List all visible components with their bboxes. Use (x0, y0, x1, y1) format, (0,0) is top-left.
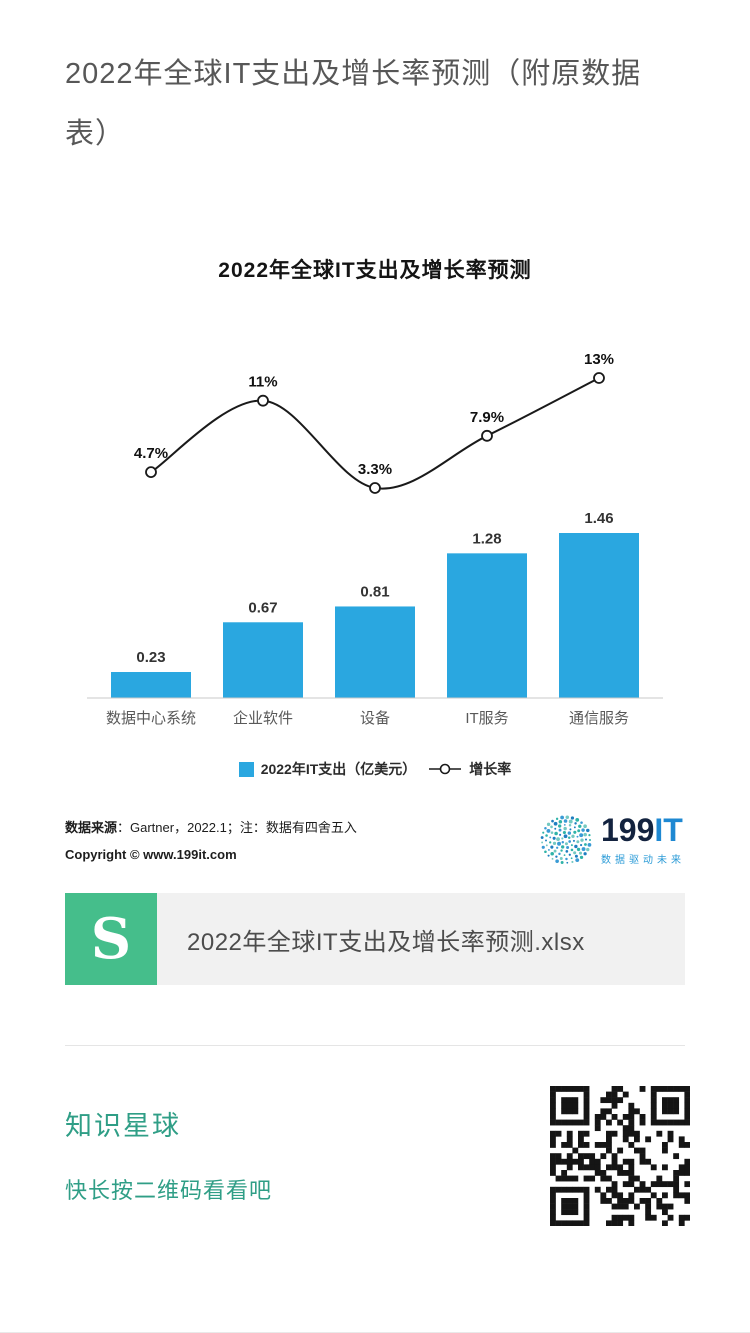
brand-name: 知识星球 (65, 1111, 181, 1142)
legend-label-spending: 2022年IT支出（亿美元） (260, 761, 417, 778)
chart-card: 2022年全球IT支出及增长率预测 0.23 0.67 0.81 1.28 1.46 数据… (65, 254, 685, 867)
line-legend-marker-icon (429, 763, 462, 775)
svg-text:4.7%: 4.7% (134, 445, 168, 462)
199it-logo: 199IT 数据驱动未来 (539, 813, 685, 867)
logo-it-text: IT (654, 812, 683, 849)
dotted-globe-icon (540, 815, 592, 865)
article-title: 2022年全球IT支出及增长率预测（附原数据表） (65, 58, 642, 150)
source-detail: ：Gartner，2022.1；注：数据有四舍五入 (117, 819, 357, 835)
svg-text:企业软件: 企业软件 (233, 709, 293, 727)
logo-199-text: 199 (601, 812, 655, 849)
svg-text:数据中心系统: 数据中心系统 (106, 710, 196, 727)
qr-prompt: 快长按二维码看看吧 (65, 1178, 273, 1204)
svg-text:11%: 11% (248, 374, 277, 391)
logo-texts: 199IT 数据驱动未来 (601, 814, 685, 866)
svg-text:0.23: 0.23 (136, 649, 165, 666)
svg-text:3.3%: 3.3% (358, 461, 392, 478)
source-label: 数据来源 (65, 819, 118, 835)
svg-text:0.81: 0.81 (360, 584, 389, 601)
divider (65, 1045, 685, 1047)
logo-wordmark: 199IT (601, 814, 683, 846)
svg-text:通信服务: 通信服务 (569, 710, 629, 727)
chart-legend: 2022年IT支出（亿美元） 增长率 (65, 759, 685, 779)
copyright-line: Copyright © www.199it.com (65, 846, 237, 862)
logo-tagline: 数据驱动未来 (601, 855, 685, 867)
qr-code[interactable] (550, 1086, 690, 1227)
svg-text:设备: 设备 (360, 710, 390, 727)
bar-legend-swatch-icon (238, 761, 254, 777)
legend-item-spending: 2022年IT支出（亿美元） (238, 759, 417, 779)
legend-item-growth: 增长率 (428, 759, 511, 779)
svg-text:1.28: 1.28 (472, 531, 501, 548)
attachment-filename: 2022年全球IT支出及增长率预测.xlsx (187, 928, 585, 956)
svg-text:1.46: 1.46 (584, 510, 613, 527)
attachment-card[interactable]: S 2022年全球IT支出及增长率预测.xlsx (65, 893, 685, 986)
spreadsheet-icon: S (65, 893, 157, 986)
chart-title: 2022年全球IT支出及增长率预测 (218, 259, 532, 283)
data-source-line: 数据来源：Gartner，2022.1；注：数据有四舍五入 (65, 816, 357, 841)
chart-footer: 数据来源：Gartner，2022.1；注：数据有四舍五入 Copyright … (65, 813, 685, 867)
spreadsheet-icon-letter: S (90, 906, 132, 973)
legend-label-growth: 增长率 (469, 761, 512, 778)
svg-text:7.9%: 7.9% (470, 409, 504, 426)
svg-text:IT服务: IT服务 (465, 710, 508, 727)
footer-section: 知识星球 快长按二维码看看吧 (0, 1046, 750, 1300)
svg-text:13%: 13% (584, 351, 614, 368)
svg-text:0.67: 0.67 (248, 600, 277, 617)
combo-chart: 0.23 0.67 0.81 1.28 1.46 数据中心系统 企业软件 设备 IT服务 通信服务… (87, 351, 663, 727)
source-block: 数据来源：Gartner，2022.1；注：数据有四舍五入 Copyright … (65, 816, 357, 867)
